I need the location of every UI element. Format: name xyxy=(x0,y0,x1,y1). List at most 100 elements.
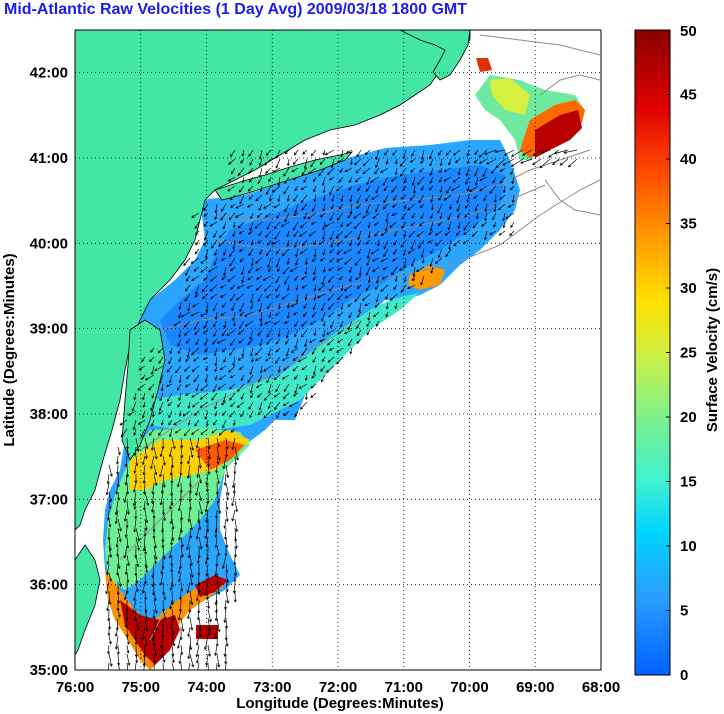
velocity-arrow xyxy=(258,230,263,237)
velocity-arrow xyxy=(290,302,299,307)
velocity-arrow xyxy=(168,446,173,458)
velocity-arrow xyxy=(255,266,263,272)
velocity-arrow xyxy=(456,203,461,212)
velocity-arrow xyxy=(234,212,245,218)
velocity-arrow xyxy=(216,437,220,448)
velocity-arrow xyxy=(231,491,236,507)
velocity-arrow xyxy=(321,356,326,363)
velocity-arrow xyxy=(178,329,182,338)
velocity-arrow xyxy=(338,176,344,183)
velocity-arrow xyxy=(455,230,461,237)
velocity-arrow xyxy=(238,248,245,252)
velocity-arrow xyxy=(228,365,236,373)
velocity-arrow xyxy=(177,563,182,575)
velocity-arrow xyxy=(313,293,317,301)
velocity-arrow xyxy=(511,194,515,204)
velocity-arrow xyxy=(355,167,362,174)
velocity-arrow xyxy=(540,149,551,154)
velocity-arrow xyxy=(257,392,263,398)
velocity-arrow xyxy=(304,293,308,301)
velocity-arrow xyxy=(225,491,229,501)
velocity-arrow xyxy=(153,446,158,460)
velocity-arrow xyxy=(138,365,146,371)
velocity-arrow xyxy=(238,365,245,371)
velocity-arrow xyxy=(216,581,221,596)
velocity-arrow xyxy=(162,509,167,522)
velocity-arrow xyxy=(447,221,452,231)
velocity-arrow xyxy=(153,464,158,476)
velocity-arrow xyxy=(495,158,506,169)
velocity-arrow xyxy=(286,302,290,309)
velocity-arrow xyxy=(268,266,272,273)
velocity-arrow xyxy=(186,536,191,551)
velocity-arrow xyxy=(195,284,200,295)
velocity-arrow xyxy=(317,284,326,291)
velocity-arrow xyxy=(356,284,362,290)
velocity-arrow xyxy=(510,167,515,175)
velocity-arrow xyxy=(223,248,227,256)
velocity-arrow xyxy=(282,266,290,275)
velocity-arrow xyxy=(178,392,182,402)
velocity-arrow xyxy=(437,203,443,214)
velocity-arrow xyxy=(189,527,193,539)
velocity-arrow xyxy=(390,176,398,182)
velocity-arrow xyxy=(503,149,515,156)
y-tick-labels: 35:00 36:00 37:00 38:00 39:00 40:00 41:00 42:00 xyxy=(30,65,68,679)
x-axis-title: Longitude (Degrees:Minutes) xyxy=(236,695,444,712)
velocity-arrow xyxy=(170,554,174,567)
velocity-arrow xyxy=(189,617,194,631)
velocity-arrow xyxy=(218,230,227,239)
velocity-arrow xyxy=(233,572,237,583)
velocity-arrow xyxy=(322,194,326,202)
velocity-arrow xyxy=(117,446,121,456)
velocity-arrow xyxy=(254,356,263,361)
velocity-arrow xyxy=(108,653,113,667)
velocity-arrow xyxy=(257,176,263,185)
velocity-arrow xyxy=(144,608,149,623)
velocity-arrow xyxy=(327,302,335,310)
velocity-arrow xyxy=(105,482,110,496)
velocity-arrow xyxy=(349,275,353,283)
cape-cod xyxy=(399,30,471,81)
velocity-arrow xyxy=(209,284,218,292)
x-tick-label: 75:00 xyxy=(122,679,160,696)
velocity-arrow xyxy=(265,185,272,196)
velocity-arrow xyxy=(114,635,119,650)
velocity-arrow xyxy=(411,257,416,267)
velocity-arrow xyxy=(310,383,317,389)
velocity-arrow xyxy=(446,185,452,194)
velocity-arrow xyxy=(295,293,299,303)
velocity-arrow xyxy=(114,509,119,525)
velocity-arrow xyxy=(247,275,254,281)
velocity-arrow xyxy=(220,293,227,298)
velocity-arrow xyxy=(213,347,218,357)
velocity-arrow xyxy=(183,320,191,328)
velocity-arrow xyxy=(225,635,229,647)
velocity-arrow xyxy=(189,590,194,606)
velocity-arrow xyxy=(169,581,173,591)
velocity-arrow xyxy=(229,347,236,356)
velocity-arrow xyxy=(532,158,542,166)
velocity-arrow xyxy=(177,527,182,541)
velocity-arrow xyxy=(144,491,150,507)
velocity-arrow xyxy=(311,311,317,318)
velocity-arrow xyxy=(198,473,203,484)
velocity-arrow xyxy=(494,149,506,154)
velocity-arrow xyxy=(343,284,353,292)
velocity-arrow xyxy=(229,338,236,347)
velocity-arrow xyxy=(133,446,137,457)
velocity-arrow xyxy=(248,248,254,257)
velocity-arrow xyxy=(153,536,158,549)
velocity-arrow xyxy=(216,653,221,668)
colorbar-tick-label: 25 xyxy=(680,345,697,362)
colorbar-tick-label: 0 xyxy=(680,667,688,684)
velocity-arrow xyxy=(489,230,497,235)
velocity-arrow xyxy=(356,329,362,337)
velocity-arrow xyxy=(280,221,290,227)
velocity-arrow xyxy=(133,500,137,510)
velocity-arrow xyxy=(302,311,308,317)
velocity-arrow xyxy=(218,428,227,436)
velocity-arrow xyxy=(248,230,254,235)
velocity-arrow xyxy=(301,284,308,289)
velocity-arrow xyxy=(300,401,308,410)
